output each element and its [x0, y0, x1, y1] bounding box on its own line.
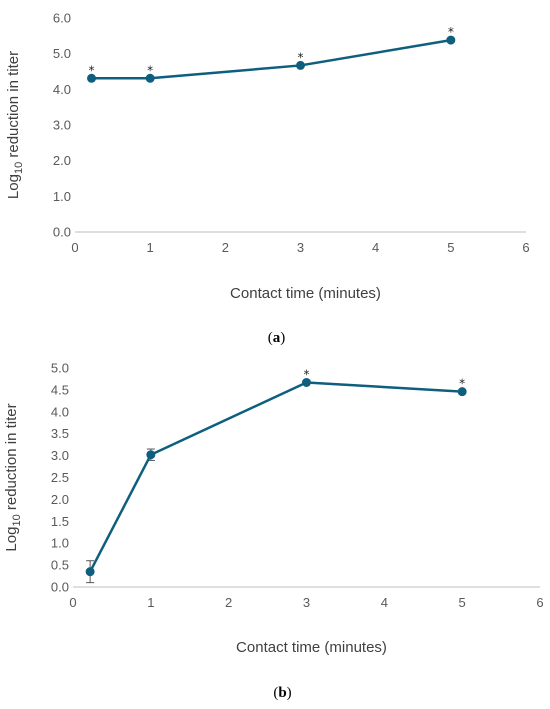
x-tick-label: 6	[522, 240, 529, 255]
y-tick-label: 2.5	[51, 470, 69, 485]
y-tick-label: 5.0	[51, 361, 69, 376]
x-tick-label: 3	[303, 595, 310, 610]
x-tick-label: 1	[147, 240, 154, 255]
chart-panel-a: 0.0 1.0 2.0 3.0 4.0 5.0 6.0 0 1 2 3 4 5 6 Contact time…	[5, 11, 530, 347]
panel-caption: (b)	[273, 685, 291, 701]
x-tick-label: 2	[222, 240, 229, 255]
significance-marker: *	[304, 367, 310, 381]
y-tick-label: 2.0	[53, 153, 71, 168]
x-tick-label: 4	[381, 595, 388, 610]
y-tick-label: 1.0	[51, 536, 69, 551]
significance-marker: *	[298, 50, 304, 64]
y-tick-label: 0.0	[53, 225, 71, 240]
significance-marker: *	[448, 25, 454, 39]
panel-caption: (a)	[268, 330, 286, 346]
chart-panel-b: 0.0 0.5 1.0 1.5 2.0 2.5 3.0 3.5 4.0 4.5 5.0 0 1 2 3 4 5 6…	[3, 361, 544, 702]
y-axis-title: Log10 reduction in titer	[5, 51, 25, 199]
x-tick-label: 1	[147, 595, 154, 610]
x-tick-label: 4	[372, 240, 379, 255]
y-tick-label: 6.0	[53, 11, 71, 26]
significance-marker: *	[147, 63, 153, 77]
data-point	[457, 387, 467, 397]
series-line	[89, 381, 463, 573]
data-point	[145, 73, 155, 83]
y-tick-label: 3.5	[51, 426, 69, 441]
x-tick-label: 6	[536, 595, 543, 610]
significance-marker: *	[89, 63, 95, 77]
data-point	[85, 567, 95, 577]
data-point	[87, 73, 97, 83]
y-tick-label: 2.0	[51, 492, 69, 507]
x-tick-label: 0	[69, 595, 76, 610]
significance-marker: *	[459, 377, 465, 391]
x-axis-title: Contact time (minutes)	[230, 285, 381, 302]
data-point	[302, 377, 311, 387]
y-tick-label: 3.0	[51, 448, 69, 463]
data-point	[446, 35, 456, 45]
y-tick-label: 0.0	[51, 580, 69, 595]
y-tick-label: 4.0	[51, 404, 69, 419]
y-tick-label: 4.0	[53, 82, 71, 97]
y-tick-label: 1.5	[51, 514, 69, 529]
series-line	[91, 38, 452, 80]
y-tick-label: 3.0	[53, 118, 71, 133]
y-tick-label: 5.0	[53, 46, 71, 61]
y-tick-label: 0.5	[51, 558, 69, 573]
x-axis-title: Contact time (minutes)	[236, 639, 387, 656]
data-point	[296, 60, 305, 70]
x-tick-label: 0	[71, 240, 78, 255]
x-tick-label: 3	[297, 240, 304, 255]
x-tick-label: 2	[225, 595, 232, 610]
y-tick-label: 1.0	[53, 189, 71, 204]
data-point	[146, 450, 156, 460]
x-tick-label: 5	[447, 240, 454, 255]
y-tick-label: 4.5	[51, 382, 69, 397]
x-tick-label: 5	[459, 595, 466, 610]
y-axis-title: Log10 reduction in titer	[3, 403, 23, 551]
